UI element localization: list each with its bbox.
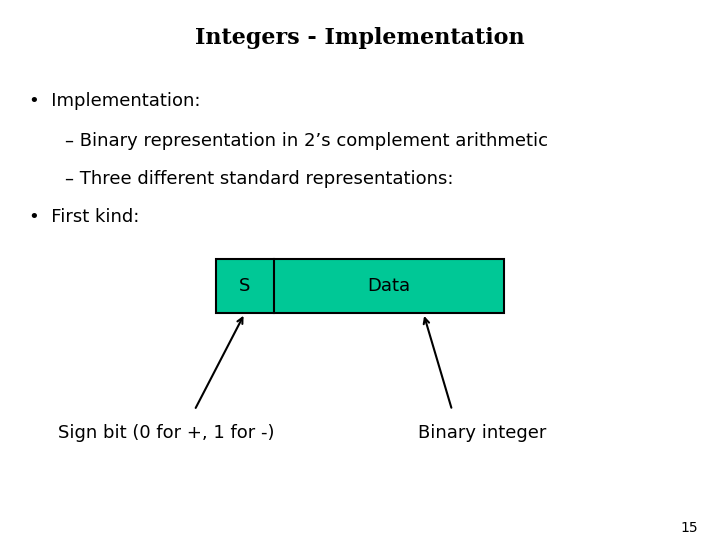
Text: Integers - Implementation: Integers - Implementation (195, 27, 525, 49)
Text: 15: 15 (681, 521, 698, 535)
Text: – Three different standard representations:: – Three different standard representatio… (65, 170, 454, 188)
Bar (216, 259, 504, 313)
Text: •  First kind:: • First kind: (29, 208, 139, 226)
Text: – Binary representation in 2’s complement arithmetic: – Binary representation in 2’s complemen… (65, 132, 548, 150)
Text: Sign bit (0 for +, 1 for -): Sign bit (0 for +, 1 for -) (58, 424, 274, 442)
Text: S: S (239, 277, 251, 295)
Text: Binary integer: Binary integer (418, 424, 546, 442)
Text: •  Implementation:: • Implementation: (29, 92, 200, 110)
Text: Data: Data (367, 277, 410, 295)
